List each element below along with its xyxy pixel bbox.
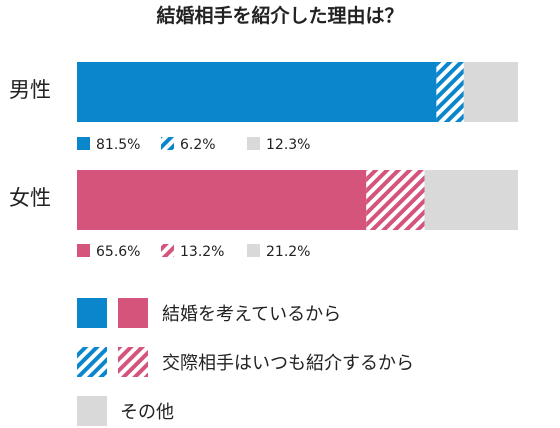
legend-label: 結婚を考えているから xyxy=(162,304,341,325)
percent-swatch xyxy=(161,244,174,257)
category-label: 女性 xyxy=(9,186,51,210)
legend-swatch xyxy=(118,347,148,377)
data-label: 13.2% xyxy=(180,244,224,260)
legend-label: 交際相手はいつも紹介するから xyxy=(162,353,414,374)
percent-swatch xyxy=(247,244,260,257)
percent-swatch xyxy=(77,244,90,257)
legend-swatch xyxy=(77,396,107,426)
legend-swatch xyxy=(77,347,107,377)
percent-swatch xyxy=(247,137,260,150)
bar-segment xyxy=(436,62,464,122)
data-label: 65.6% xyxy=(96,244,140,260)
bar-segment xyxy=(424,170,518,230)
data-label: 81.5% xyxy=(96,137,140,153)
legend-swatch xyxy=(77,298,107,328)
bar-segment xyxy=(463,62,518,122)
data-label: 6.2% xyxy=(180,137,216,153)
bar-segment xyxy=(366,170,425,230)
percent-swatch xyxy=(161,137,174,150)
legend-label: その他 xyxy=(120,402,174,423)
data-label: 21.2% xyxy=(266,244,310,260)
percent-swatch xyxy=(77,137,90,150)
bars: 男性 81.5% 6.2% 12.3% 女性 65.6% 13.2% 21.2% xyxy=(9,62,518,260)
chart-title: 結婚相手を紹介した理由は？ xyxy=(156,4,403,27)
bar-segment xyxy=(77,62,437,122)
legend-swatch xyxy=(118,298,148,328)
category-label: 男性 xyxy=(9,78,51,102)
data-label: 12.3% xyxy=(266,137,310,153)
bar-segment xyxy=(77,170,367,230)
